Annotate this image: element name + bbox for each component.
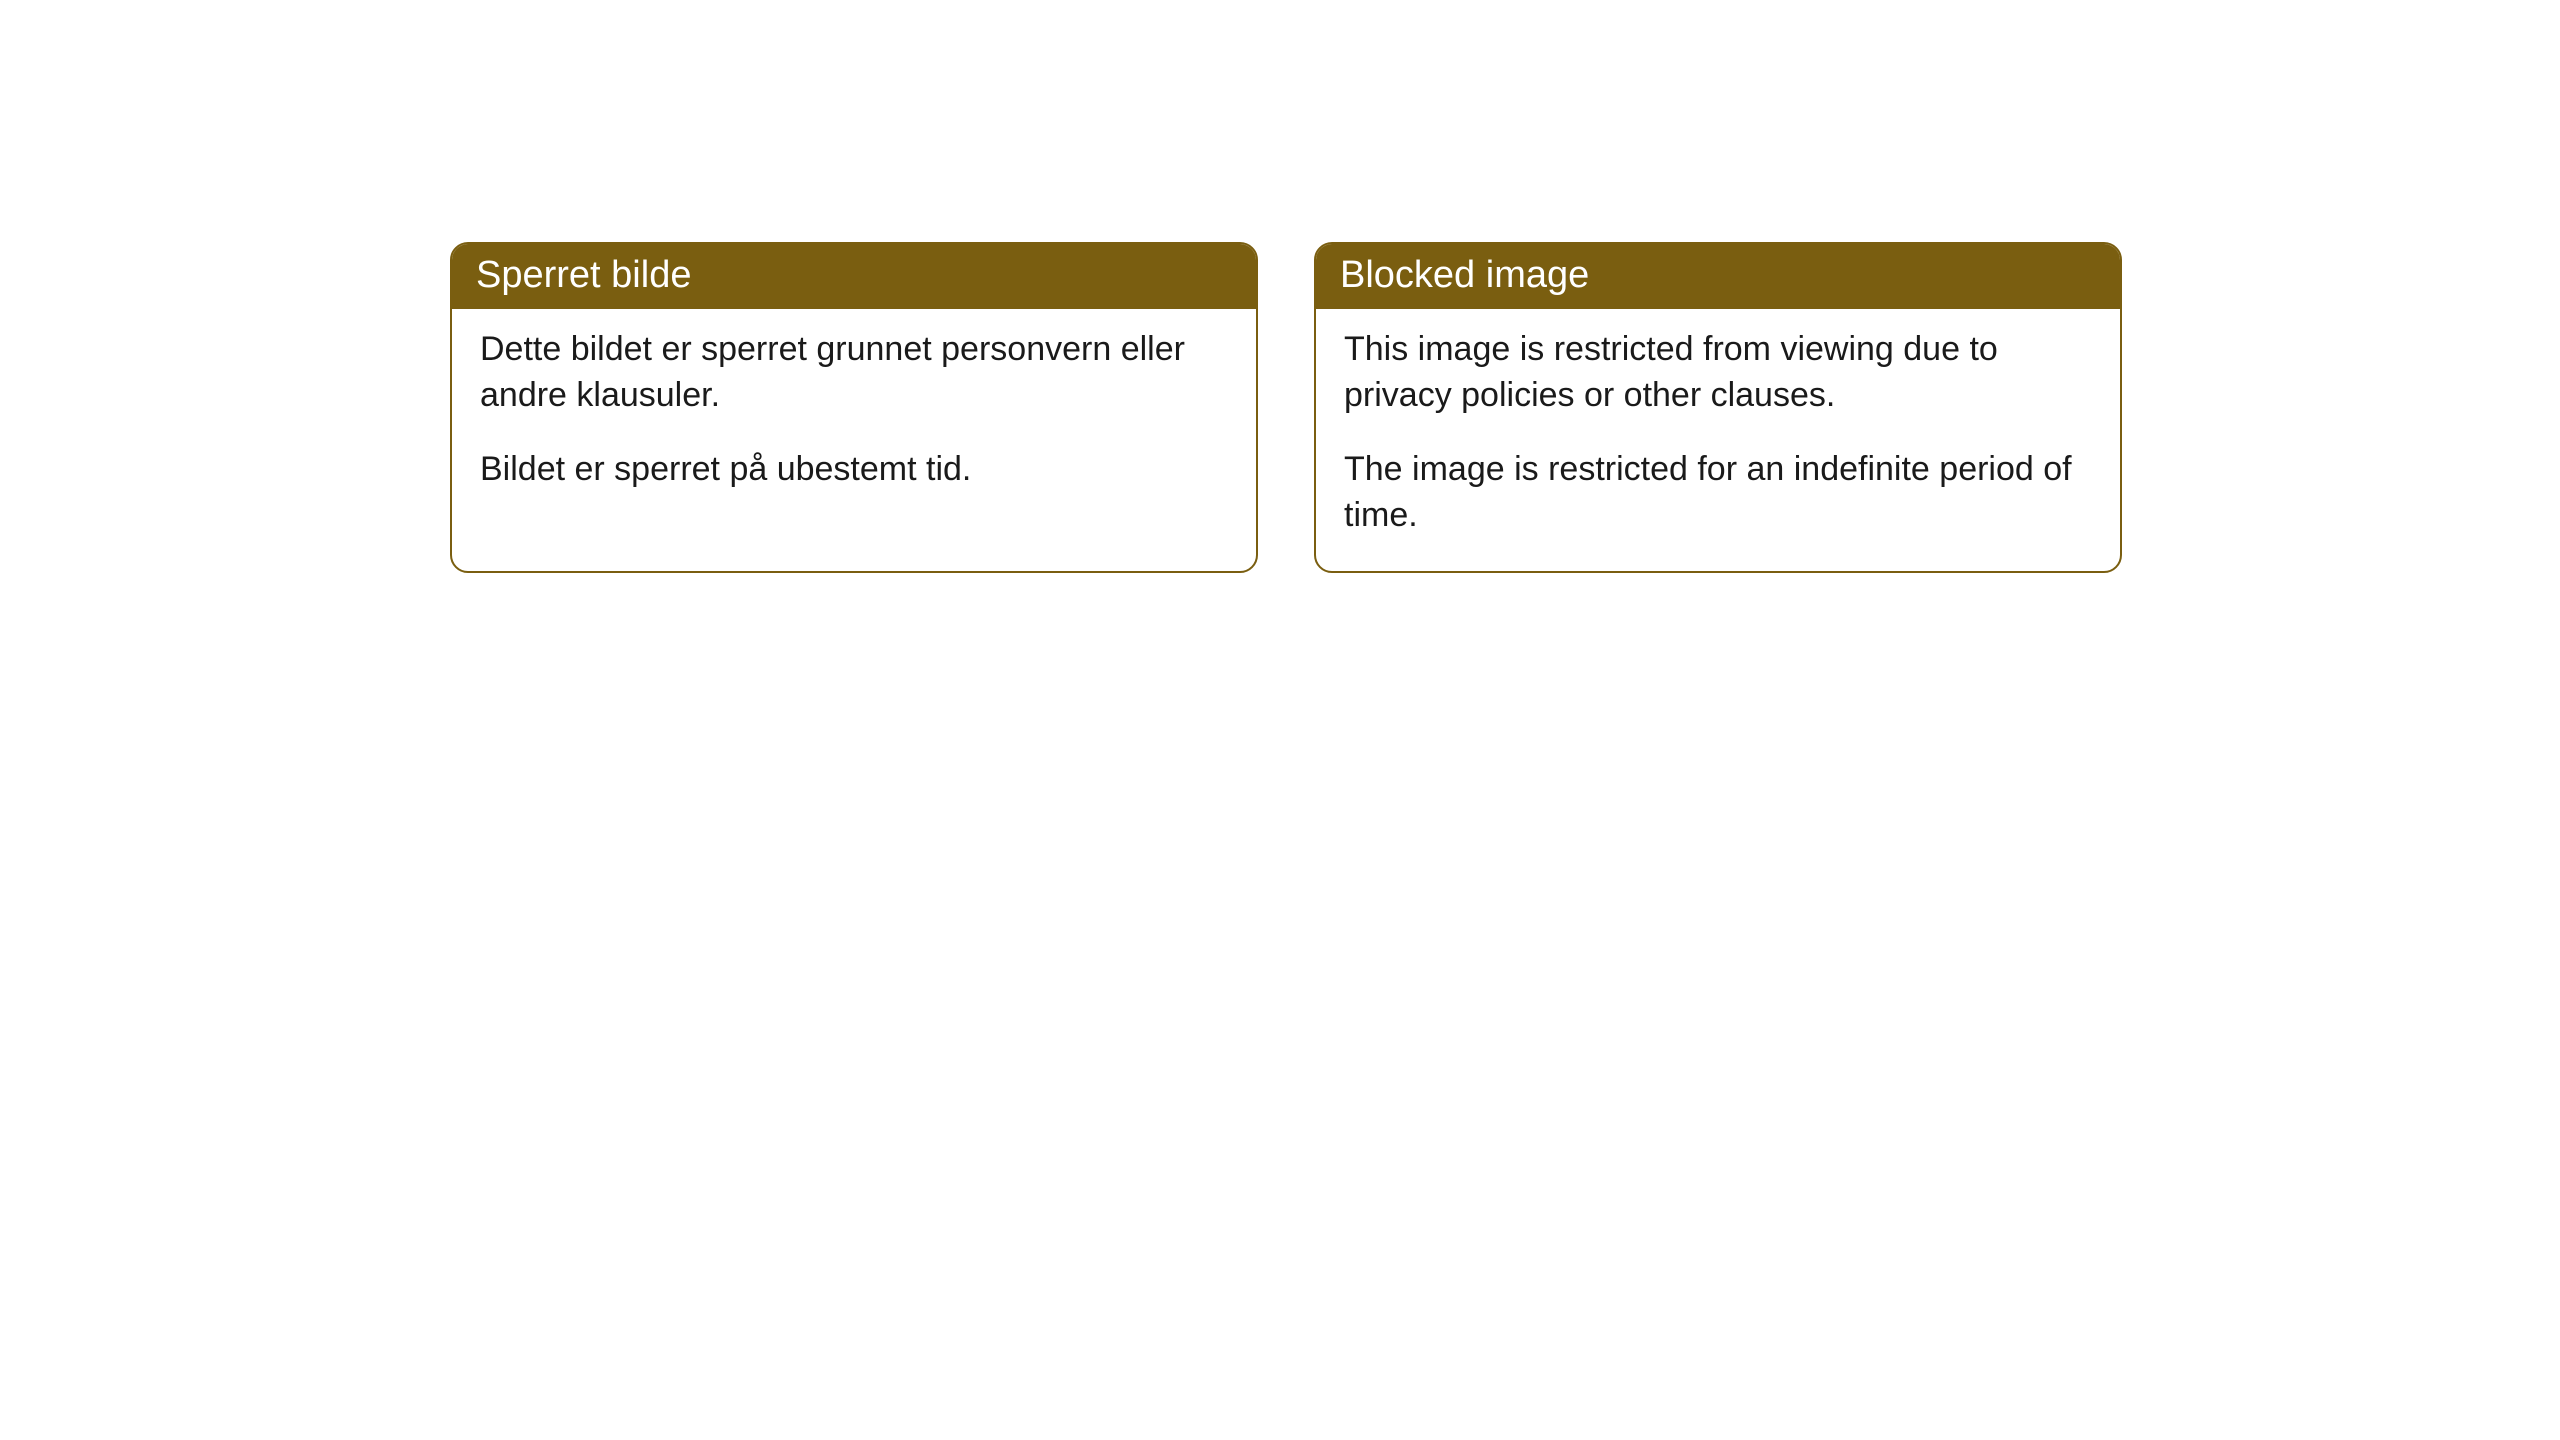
card-paragraph-1-en: This image is restricted from viewing du… [1344,327,2092,419]
card-paragraph-1-no: Dette bildet er sperret grunnet personve… [480,327,1228,419]
card-paragraph-2-no: Bildet er sperret på ubestemt tid. [480,447,1228,493]
blocked-image-card-no: Sperret bilde Dette bildet er sperret gr… [450,242,1258,573]
card-paragraph-2-en: The image is restricted for an indefinit… [1344,447,2092,539]
card-header-en: Blocked image [1316,244,2120,309]
card-body-no: Dette bildet er sperret grunnet personve… [452,309,1256,525]
cards-container: Sperret bilde Dette bildet er sperret gr… [0,0,2560,573]
card-header-no: Sperret bilde [452,244,1256,309]
blocked-image-card-en: Blocked image This image is restricted f… [1314,242,2122,573]
card-body-en: This image is restricted from viewing du… [1316,309,2120,571]
